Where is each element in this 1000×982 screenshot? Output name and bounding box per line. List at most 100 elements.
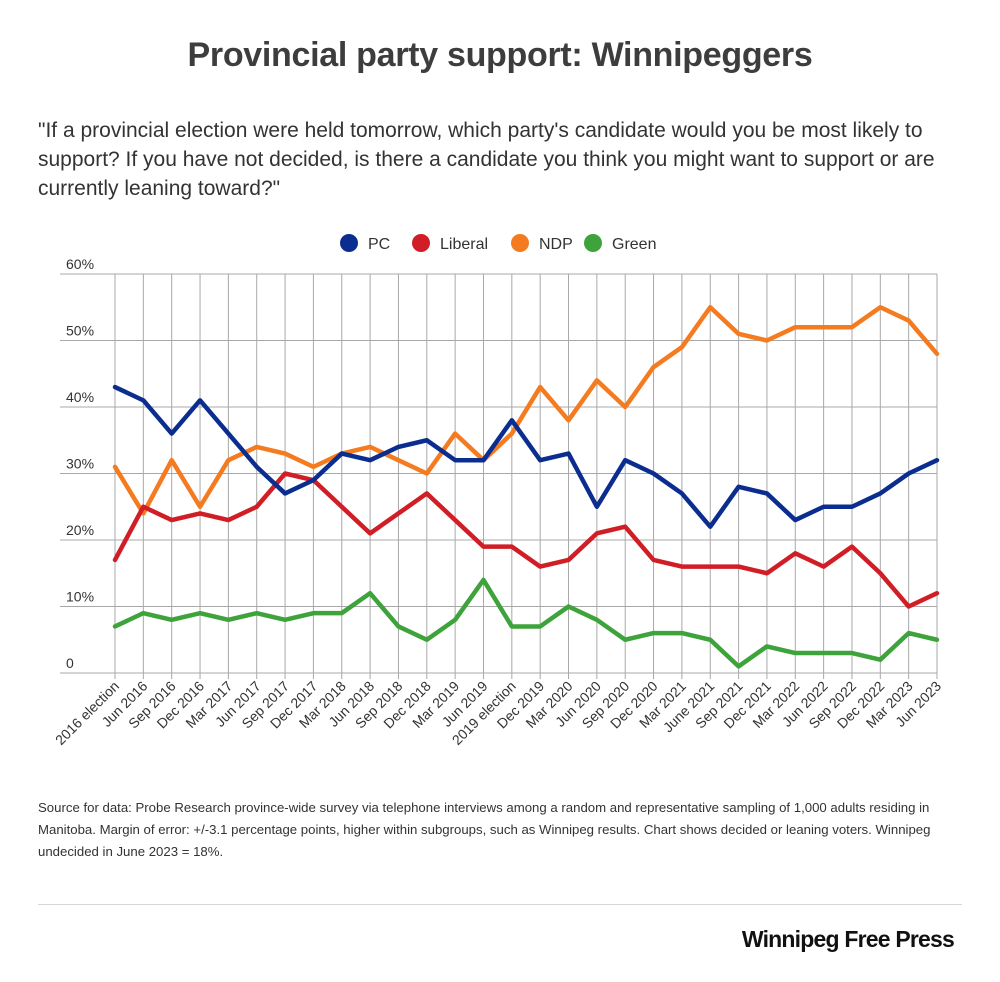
- data-point-green: [198, 611, 202, 615]
- legend-label-pc: PC: [368, 236, 390, 253]
- data-point-liberal: [566, 558, 570, 562]
- data-point-green: [396, 624, 400, 628]
- data-point-liberal: [198, 511, 202, 515]
- chart-legend: PC Liberal NDP Green: [340, 234, 656, 253]
- data-point-green: [623, 638, 627, 642]
- y-tick-label: 10%: [66, 589, 94, 605]
- data-point-green: [425, 638, 429, 642]
- data-point-pc: [340, 451, 344, 455]
- chart-title: Provincial party support: Winnipeggers: [187, 36, 813, 74]
- data-point-ndp: [850, 325, 854, 329]
- data-point-pc: [283, 491, 287, 495]
- data-point-liberal: [538, 564, 542, 568]
- data-point-liberal: [255, 505, 259, 509]
- data-point-pc: [765, 491, 769, 495]
- data-point-ndp: [538, 385, 542, 389]
- data-point-green: [850, 651, 854, 655]
- data-point-green: [793, 651, 797, 655]
- data-point-pc: [906, 471, 910, 475]
- data-point-green: [311, 611, 315, 615]
- legend-marker-ndp: [511, 234, 529, 252]
- data-point-pc: [623, 458, 627, 462]
- data-point-liberal: [708, 564, 712, 568]
- chart-subtitle: "If a provincial election were held tomo…: [38, 119, 935, 200]
- data-point-pc: [226, 431, 230, 435]
- data-point-green: [226, 618, 230, 622]
- data-point-pc: [255, 465, 259, 469]
- data-point-liberal: [169, 518, 173, 522]
- data-point-pc: [651, 471, 655, 475]
- data-point-pc: [821, 505, 825, 509]
- data-point-green: [821, 651, 825, 655]
- legend-marker-liberal: [412, 234, 430, 252]
- data-point-liberal: [651, 558, 655, 562]
- data-point-liberal: [935, 591, 939, 595]
- line-chart: PC Liberal NDP Green 0 10% 20% 30% 40% 50% 60% 20…: [52, 234, 944, 748]
- data-point-ndp: [651, 365, 655, 369]
- data-point-green: [141, 611, 145, 615]
- data-point-ndp: [396, 458, 400, 462]
- data-point-liberal: [396, 511, 400, 515]
- data-point-pc: [141, 398, 145, 402]
- data-point-liberal: [878, 571, 882, 575]
- series-line-green: [112, 577, 940, 669]
- data-point-liberal: [340, 505, 344, 509]
- series-line-pc: [112, 384, 940, 529]
- data-point-liberal: [821, 564, 825, 568]
- data-point-green: [453, 618, 457, 622]
- data-point-ndp: [680, 345, 684, 349]
- publisher-logo: Winnipeg Free Press: [741, 926, 955, 952]
- data-point-liberal: [226, 518, 230, 522]
- data-point-ndp: [510, 431, 514, 435]
- data-point-liberal: [283, 471, 287, 475]
- data-point-pc: [198, 398, 202, 402]
- data-point-ndp: [708, 305, 712, 309]
- data-point-green: [651, 631, 655, 635]
- data-point-green: [368, 591, 372, 595]
- data-point-liberal: [906, 604, 910, 608]
- y-tick-label: 40%: [66, 389, 94, 405]
- data-point-ndp: [311, 465, 315, 469]
- data-point-green: [708, 638, 712, 642]
- data-point-green: [765, 644, 769, 648]
- data-point-liberal: [623, 525, 627, 529]
- data-point-liberal: [595, 531, 599, 535]
- legend-label-liberal: Liberal: [440, 236, 488, 253]
- legend-label-green: Green: [612, 236, 656, 253]
- data-point-ndp: [226, 458, 230, 462]
- data-point-green: [255, 611, 259, 615]
- data-point-pc: [113, 385, 117, 389]
- data-point-liberal: [453, 518, 457, 522]
- source-note: Source for data: Probe Research province…: [38, 800, 931, 859]
- data-point-liberal: [850, 544, 854, 548]
- data-point-green: [481, 578, 485, 582]
- data-point-liberal: [141, 505, 145, 509]
- y-tick-label: 30%: [66, 456, 94, 472]
- data-point-liberal: [425, 491, 429, 495]
- data-point-pc: [510, 418, 514, 422]
- legend-marker-green: [584, 234, 602, 252]
- data-point-liberal: [481, 544, 485, 548]
- data-point-liberal: [793, 551, 797, 555]
- series-line-liberal: [112, 471, 940, 609]
- data-point-pc: [453, 458, 457, 462]
- data-point-green: [935, 638, 939, 642]
- data-point-green: [906, 631, 910, 635]
- data-point-green: [538, 624, 542, 628]
- data-point-pc: [708, 525, 712, 529]
- data-point-ndp: [793, 325, 797, 329]
- data-point-ndp: [198, 505, 202, 509]
- data-point-liberal: [736, 564, 740, 568]
- y-tick-label: 20%: [66, 522, 94, 538]
- data-point-liberal: [113, 558, 117, 562]
- data-point-ndp: [113, 465, 117, 469]
- data-point-pc: [169, 431, 173, 435]
- data-point-ndp: [736, 332, 740, 336]
- y-axis: 0 10% 20% 30% 40% 50% 60%: [66, 256, 94, 671]
- data-point-liberal: [680, 564, 684, 568]
- data-point-pc: [935, 458, 939, 462]
- data-point-green: [510, 624, 514, 628]
- data-point-pc: [481, 458, 485, 462]
- data-point-liberal: [765, 571, 769, 575]
- data-point-green: [340, 611, 344, 615]
